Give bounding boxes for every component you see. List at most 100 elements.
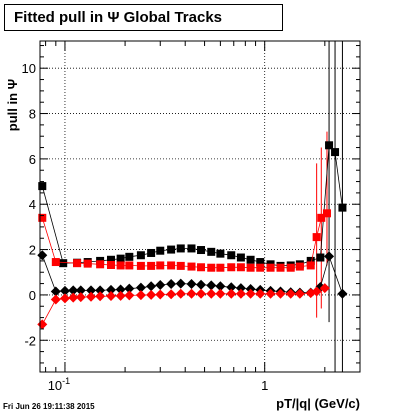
data-point-square	[136, 261, 145, 270]
data-point-square	[136, 251, 145, 260]
data-point-square	[156, 261, 165, 270]
x-tick-label: 1	[261, 378, 268, 393]
data-point-diamond	[37, 250, 48, 261]
data-point-square	[116, 261, 125, 270]
data-point-diamond	[166, 279, 177, 290]
data-point-diamond	[206, 280, 217, 291]
chart-title: Fitted pull in Ψ Global Tracks	[14, 9, 223, 26]
data-point-square	[306, 256, 315, 265]
data-point-diamond	[50, 286, 61, 297]
data-point-diamond	[275, 288, 286, 299]
data-point-square	[246, 263, 255, 272]
y-tick-label: 2	[29, 243, 36, 258]
data-point-square	[59, 259, 68, 268]
data-point-diamond	[115, 284, 126, 295]
data-point-diamond	[146, 289, 157, 300]
data-point-square	[276, 263, 285, 272]
data-point-square	[197, 246, 206, 255]
data-point-diamond	[337, 288, 348, 299]
x-tick-label: 10-1	[48, 376, 70, 393]
data-point-diamond	[124, 290, 135, 301]
data-point-diamond	[155, 279, 166, 290]
data-point-square	[167, 261, 176, 270]
data-point-square	[176, 244, 185, 253]
data-point-diamond	[245, 288, 256, 299]
data-point-diamond	[105, 284, 116, 295]
data-point-square	[197, 263, 206, 272]
data-point-diamond	[186, 288, 197, 299]
data-point-square	[306, 261, 315, 270]
data-point-square	[256, 263, 265, 272]
y-tick-label: 8	[29, 107, 36, 122]
data-point-diamond	[196, 288, 207, 299]
y-tick-label: -2	[24, 333, 36, 348]
data-point-diamond	[59, 285, 70, 296]
chart-title-box: Fitted pull in Ψ Global Tracks	[4, 4, 283, 31]
data-point-square	[83, 259, 92, 268]
data-point-square	[96, 260, 105, 269]
data-point-square	[295, 262, 304, 271]
data-point-square	[73, 259, 82, 268]
data-point-square	[325, 141, 334, 150]
timestamp-footer: Fri Jun 26 19:11:38 2015	[3, 402, 95, 411]
data-point-square	[286, 263, 295, 272]
data-point-diamond	[68, 285, 79, 296]
data-point-diamond	[255, 288, 266, 299]
data-point-diamond	[135, 282, 146, 293]
data-point-diamond	[175, 288, 186, 299]
data-point-diamond	[166, 289, 177, 300]
data-point-diamond	[319, 283, 330, 294]
data-point-square	[207, 247, 216, 256]
data-point-diamond	[105, 291, 116, 302]
data-point-diamond	[196, 279, 207, 290]
data-point-square	[125, 252, 134, 261]
data-point-square	[167, 245, 176, 254]
y-tick-label: 0	[29, 288, 36, 303]
data-point-square	[116, 254, 125, 263]
data-point-square	[317, 213, 326, 222]
data-point-diamond	[294, 288, 305, 299]
data-point-square	[266, 263, 275, 272]
data-point-diamond	[265, 288, 276, 299]
data-point-diamond	[124, 283, 135, 294]
data-point-diamond	[85, 291, 96, 302]
data-point-square	[147, 261, 156, 270]
data-point-diamond	[215, 281, 226, 292]
data-point-diamond	[175, 278, 186, 289]
data-point-diamond	[186, 279, 197, 290]
data-point-square	[227, 263, 236, 272]
data-point-diamond	[135, 290, 146, 301]
data-point-diamond	[75, 285, 86, 296]
data-point-square	[256, 258, 265, 267]
data-point-diamond	[95, 291, 106, 302]
data-point-square	[246, 255, 255, 264]
data-point-square	[331, 148, 340, 157]
data-point-square	[312, 233, 321, 242]
data-point-square	[216, 263, 225, 272]
data-point-diamond	[206, 288, 217, 299]
data-point-square	[125, 261, 134, 270]
data-point-square	[187, 244, 196, 253]
data-point-square	[106, 260, 115, 269]
data-point-square	[176, 261, 185, 270]
data-point-square	[156, 246, 165, 255]
y-tick-label: 6	[29, 152, 36, 167]
data-point-diamond	[68, 292, 79, 303]
data-point-square	[338, 203, 347, 212]
data-point-square	[38, 182, 47, 191]
data-point-square	[51, 258, 60, 267]
y-axis-label: pull in Ψ	[5, 79, 20, 131]
data-point-square	[187, 262, 196, 271]
data-point-diamond	[59, 293, 70, 304]
data-point-diamond	[226, 288, 237, 299]
data-point-diamond	[324, 251, 335, 262]
data-point-diamond	[155, 289, 166, 300]
y-tick-label: 10	[22, 61, 36, 76]
data-point-diamond	[50, 294, 61, 305]
data-point-diamond	[215, 288, 226, 299]
data-point-square	[207, 263, 216, 272]
data-point-square	[216, 249, 225, 258]
grid-lines	[40, 41, 360, 372]
data-point-diamond	[95, 285, 106, 296]
